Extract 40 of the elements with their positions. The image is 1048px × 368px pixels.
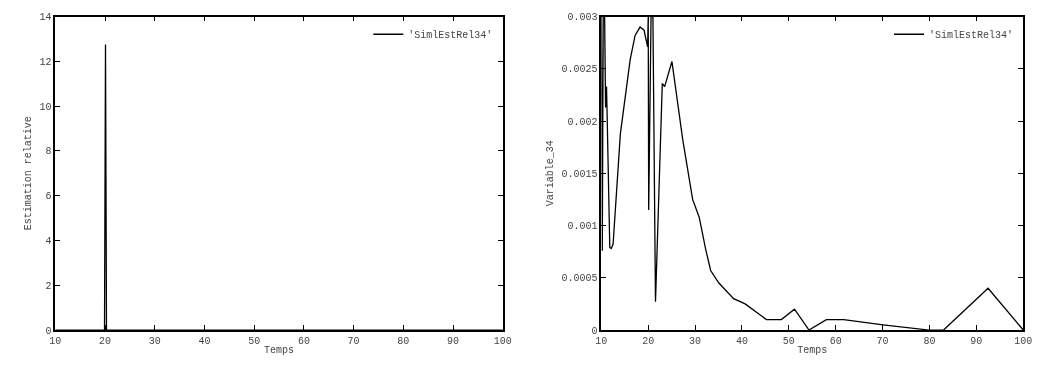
x-tick-label: 100 [1014, 335, 1033, 347]
y-tick-label: 10 [39, 101, 52, 113]
x-tick-label: 10 [595, 335, 608, 347]
x-tick-label: 30 [148, 335, 161, 347]
y-tick-label: 8 [45, 146, 52, 158]
y-tick-label: 0 [45, 325, 52, 337]
y-tick-label: 2 [45, 280, 52, 292]
y-axis-title: Estimation relative [23, 116, 35, 231]
y-tick-label: 4 [45, 235, 52, 247]
x-tick-label: 80 [397, 335, 410, 347]
x-tick-label: 20 [99, 335, 112, 347]
x-axis-title: Temps [797, 344, 828, 356]
y-tick-label: 0.0005 [561, 273, 598, 285]
x-tick-label: 90 [447, 335, 460, 347]
x-tick-label: 70 [876, 335, 889, 347]
x-tick-label: 40 [735, 335, 748, 347]
x-tick-label: 50 [782, 335, 795, 347]
x-tick-label: 90 [970, 335, 983, 347]
y-tick-label: 0.002 [567, 116, 598, 128]
legend-label: 'SimlEstRel34' [929, 30, 1014, 42]
y-tick-label: 0.001 [567, 221, 598, 233]
x-tick-label: 50 [248, 335, 261, 347]
x-tick-label: 70 [347, 335, 360, 347]
y-tick-label: 0 [591, 325, 598, 337]
x-tick-label: 20 [642, 335, 655, 347]
y-tick-label: 0.003 [567, 12, 598, 24]
x-tick-label: 60 [829, 335, 842, 347]
y-tick-label: 0.0015 [561, 168, 598, 180]
y-tick-label: 0.0025 [561, 64, 598, 76]
y-tick-label: 6 [45, 191, 52, 203]
x-tick-label: 60 [297, 335, 310, 347]
y-tick-label: 12 [39, 56, 52, 68]
x-tick-label: 40 [198, 335, 211, 347]
y-axis-title: Variable_34 [545, 140, 557, 207]
x-axis-title: Temps [264, 344, 295, 356]
x-tick-label: 100 [493, 335, 512, 347]
y-tick-label: 14 [39, 12, 52, 24]
x-tick-label: 80 [923, 335, 936, 347]
legend-label: 'SimlEstRel34' [408, 30, 493, 42]
x-tick-label: 30 [689, 335, 702, 347]
